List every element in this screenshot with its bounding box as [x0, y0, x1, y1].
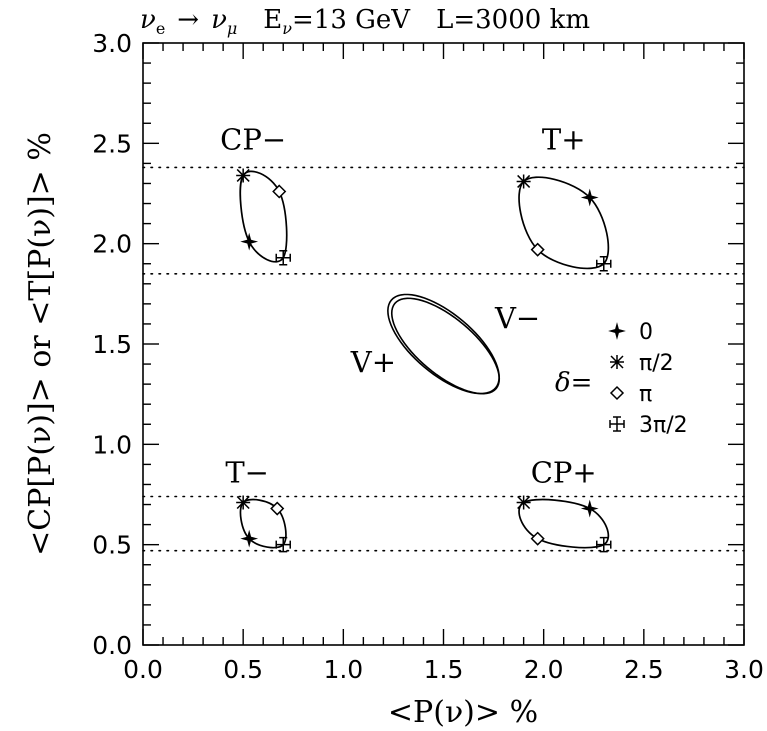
marker-shape [530, 531, 545, 546]
legend-marker-asterisk [610, 355, 624, 369]
delta-marker [272, 184, 287, 199]
delta-marker [596, 536, 612, 553]
marker-shape [596, 255, 612, 272]
marker-shape [580, 188, 599, 207]
delta-marker [516, 495, 531, 510]
ellipse-label: CP− [220, 122, 286, 156]
delta-marker [240, 529, 259, 548]
x-tick-label: 0.0 [123, 655, 163, 684]
x-tick-label: 0.5 [223, 655, 263, 684]
marker-shape [580, 499, 599, 518]
delta-marker [530, 242, 545, 257]
center-ellipse [387, 293, 500, 395]
marker-shape [609, 385, 625, 401]
x-tick-label: 2.5 [624, 655, 664, 684]
marker-shape [272, 184, 287, 199]
marker-shape [236, 168, 251, 183]
y-axis-label: <CP[P(ν)]> or <T[P(ν)]> % [23, 132, 58, 556]
marker-shape [610, 355, 624, 369]
ellipse-label: T− [225, 455, 269, 489]
legend-label: π [639, 382, 652, 407]
ellipse-T+ [518, 176, 610, 270]
delta-marker [236, 168, 251, 183]
marker-shape [275, 536, 291, 553]
marker-shape [275, 249, 291, 266]
ellipse-label: CP+ [531, 455, 597, 489]
y-tick-label: 0.0 [92, 631, 132, 660]
marker-shape [236, 495, 251, 510]
marker-shape [516, 174, 531, 189]
marker-shape [596, 536, 612, 553]
y-tick-label: 1.0 [92, 430, 132, 459]
delta-marker [270, 501, 285, 516]
y-tick-label: 2.5 [92, 129, 132, 158]
legend-label: π/2 [639, 351, 674, 376]
center-ellipse-label: V− [494, 301, 540, 335]
axis-tick-labels: 0.0 0.5 1.0 1.5 2.0 2.5 3.0 0.0 0.5 1.0 1.5 2.0 2.5 3… [92, 29, 764, 684]
ellipse-label: T+ [542, 122, 586, 156]
chart-title: νe → νμ Eν=13 GeV L=3000 km [140, 5, 590, 38]
delta-markers [236, 168, 612, 553]
y-tick-label: 2.0 [92, 230, 132, 259]
delta-marker [240, 232, 259, 251]
x-axis-label: <P(ν)> % [388, 695, 538, 730]
ellipses [239, 170, 610, 549]
legend: δ= 0 π/2 π 3π/2 [555, 320, 688, 438]
legend-title: δ= [555, 368, 592, 398]
legend-label: 3π/2 [639, 413, 688, 438]
delta-marker [580, 499, 599, 518]
marker-shape [240, 529, 259, 548]
axis-ticks [142, 42, 745, 646]
x-tick-label: 3.0 [724, 655, 764, 684]
legend-label: 0 [639, 320, 653, 345]
marker-shape [516, 495, 531, 510]
marker-shape [609, 416, 625, 432]
delta-marker [596, 255, 612, 272]
center-ellipse-label: V+ [350, 345, 396, 379]
delta-marker [516, 174, 531, 189]
marker-shape [608, 322, 626, 340]
center-ellipse [390, 297, 501, 395]
legend-marker-cross [608, 322, 626, 340]
delta-marker [275, 536, 291, 553]
legend-marker-diamond [609, 385, 625, 401]
marker-shape [530, 242, 545, 257]
delta-marker [580, 188, 599, 207]
delta-marker [530, 531, 545, 546]
delta-marker [275, 249, 291, 266]
x-tick-label: 2.0 [524, 655, 564, 684]
delta-marker [236, 495, 251, 510]
y-tick-label: 3.0 [92, 29, 132, 58]
marker-shape [270, 501, 285, 516]
y-tick-label: 1.5 [92, 330, 132, 359]
x-tick-label: 1.0 [323, 655, 363, 684]
x-tick-label: 1.5 [424, 655, 464, 684]
legend-marker-crossbox [609, 416, 625, 432]
y-tick-label: 0.5 [92, 531, 132, 560]
ellipse-labels: CP− T+ T− CP+ V+ V− [220, 122, 597, 489]
ellipse-CP− [239, 170, 288, 263]
marker-shape [240, 232, 259, 251]
